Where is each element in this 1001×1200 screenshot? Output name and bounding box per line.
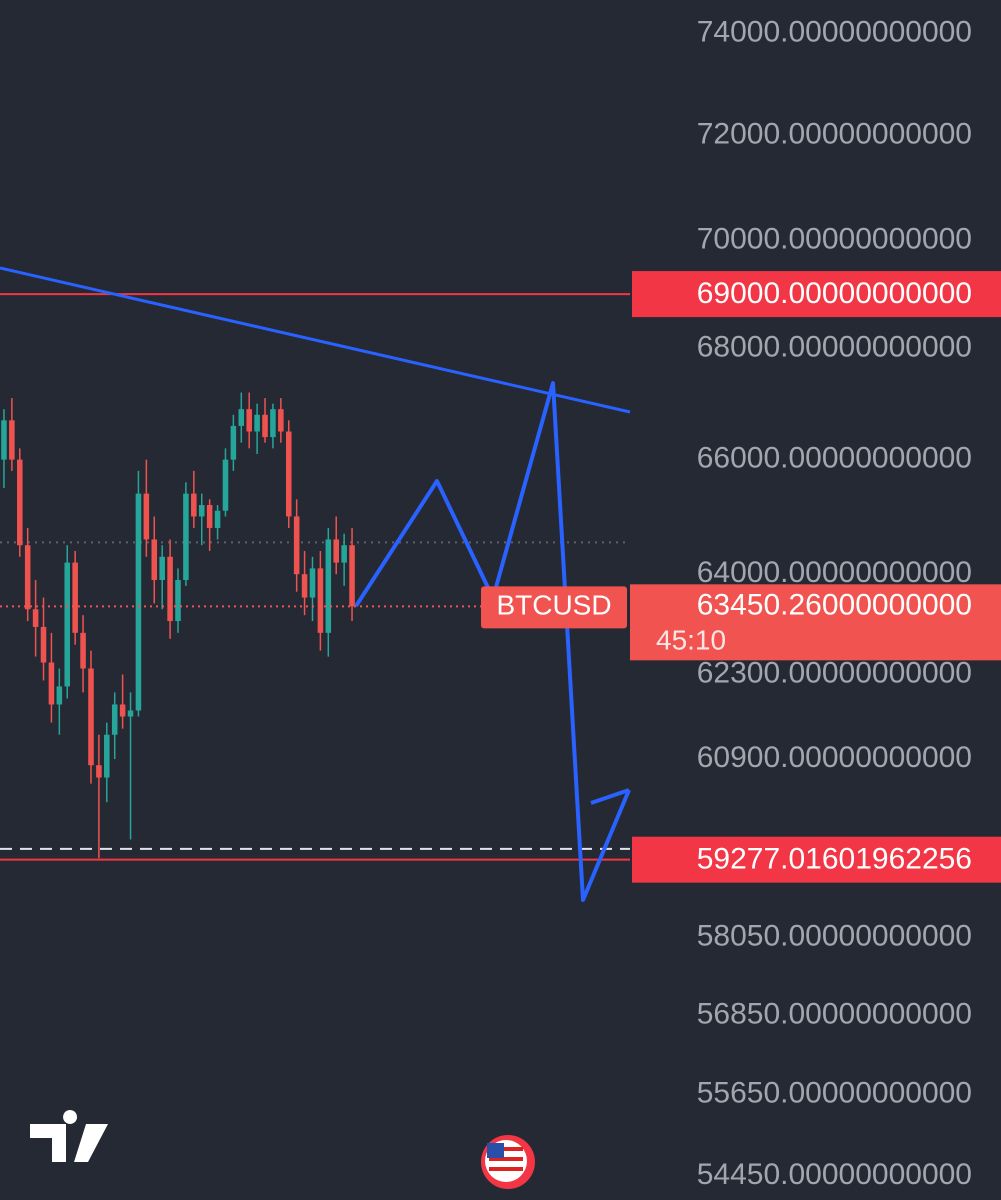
flag-stripe xyxy=(489,1157,523,1161)
candle-body xyxy=(246,409,252,432)
candle-body xyxy=(238,409,245,426)
trend-line xyxy=(0,266,631,414)
y-tick-label: 62300.00000000000 xyxy=(697,656,972,689)
y-tick-label: 56850.00000000000 xyxy=(697,997,972,1030)
candle-body xyxy=(151,539,158,581)
candle-body xyxy=(206,505,213,528)
candle-body xyxy=(80,632,86,669)
candle-body xyxy=(301,574,308,598)
candle-body xyxy=(159,556,165,581)
candle-body xyxy=(214,510,221,528)
candle-body xyxy=(88,668,94,766)
candle-body xyxy=(341,545,347,563)
last-price-box xyxy=(630,584,1001,661)
candle-body xyxy=(293,516,300,575)
candle-body xyxy=(24,545,31,610)
y-tick-label: 72000.00000000000 xyxy=(697,118,972,151)
candle-body xyxy=(175,580,181,622)
candle-body xyxy=(135,493,142,711)
candle-body xyxy=(32,609,39,627)
symbol-box xyxy=(481,586,627,629)
price-axis: 74000.00000000000 72000.00000000000 70000.… xyxy=(697,15,972,1190)
candle-body xyxy=(333,539,339,563)
y-tick-label: 64000.00000000000 xyxy=(697,556,972,589)
arrow-head xyxy=(590,788,630,805)
candle-body xyxy=(72,562,78,633)
drawings xyxy=(0,266,631,902)
candle-body xyxy=(96,765,102,778)
candle-body xyxy=(270,409,276,438)
price-label: 59277.01601962256 xyxy=(697,843,972,876)
candle-body xyxy=(1,420,7,460)
candle-body xyxy=(40,626,47,663)
flag-icon xyxy=(481,1135,535,1189)
y-tick-label: 74000.00000000000 xyxy=(697,15,972,48)
flag-stripe xyxy=(489,1167,523,1171)
candle-body xyxy=(9,420,15,460)
candle-body xyxy=(222,459,229,511)
candle-body xyxy=(48,662,55,705)
y-tick-label: 58050.00000000000 xyxy=(697,919,972,952)
candle-body xyxy=(191,493,197,517)
y-tick-label: 54450.00000000000 xyxy=(697,1158,972,1191)
logo-mark xyxy=(30,1110,108,1162)
candle-body xyxy=(317,568,324,633)
y-tick-label: 60900.00000000000 xyxy=(697,741,972,774)
candle-body xyxy=(349,545,355,607)
candle-body xyxy=(104,734,110,778)
y-tick-label: 70000.00000000000 xyxy=(697,222,972,255)
flag-stripe xyxy=(489,1147,523,1151)
y-tick-label: 68000.00000000000 xyxy=(697,330,972,363)
candle-body xyxy=(56,686,63,705)
candle-body xyxy=(278,409,284,432)
candle-body xyxy=(198,505,205,517)
price-label-box xyxy=(632,271,1001,318)
symbol-label: BTCUSD xyxy=(496,590,611,621)
candle-body xyxy=(183,493,189,581)
candle-body xyxy=(285,431,292,517)
candle-body xyxy=(143,493,150,540)
candle-body xyxy=(254,414,260,432)
price-label-box xyxy=(632,836,1001,883)
countdown-label: 45:10 xyxy=(656,625,726,656)
y-tick-label: 55650.00000000000 xyxy=(697,1077,972,1110)
last-price-label: 63450.26000000000 xyxy=(697,588,972,621)
y-tick-label: 66000.00000000000 xyxy=(697,442,972,475)
candle-body xyxy=(167,556,173,622)
candle-body xyxy=(325,539,332,633)
flag-canton xyxy=(487,1143,504,1158)
price-labels: 69000.00000000000 59277.01601962256 BTCUSD… xyxy=(481,271,1001,883)
candle-body xyxy=(309,568,316,598)
candle-body xyxy=(64,562,71,687)
candle-body xyxy=(262,414,268,438)
candle-body xyxy=(119,704,126,717)
tradingview-logo xyxy=(30,1110,108,1162)
candle-body xyxy=(17,459,23,546)
candle-body xyxy=(127,710,134,717)
projection-path xyxy=(354,381,631,902)
price-label: 69000.00000000000 xyxy=(697,277,972,310)
plot xyxy=(0,293,630,861)
candle-body xyxy=(230,425,237,460)
candle-body xyxy=(111,704,118,735)
